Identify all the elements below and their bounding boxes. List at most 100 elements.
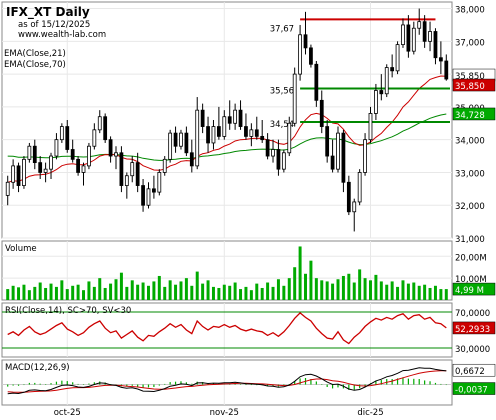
volume-bar <box>76 284 80 300</box>
volume-bar <box>98 278 102 300</box>
candle-body <box>287 122 292 154</box>
ema70-legend: EMA(Close,70) <box>4 60 66 70</box>
candle-body <box>309 47 313 65</box>
macd-histogram-bar <box>321 384 323 385</box>
candle-body <box>211 126 216 144</box>
volume-bar <box>119 272 123 300</box>
price-tick-label: 38,000 <box>455 6 485 16</box>
volume-bar <box>136 284 140 300</box>
candle-body <box>260 135 265 141</box>
candle-body <box>417 21 422 29</box>
candle-body <box>76 158 80 173</box>
macd-histogram-bar <box>72 382 74 385</box>
website-label: www.wealth-lab.com <box>18 30 106 40</box>
volume-bar <box>54 286 58 300</box>
price-tick-label: 33,000 <box>455 169 485 179</box>
macd-histogram-bar <box>93 382 95 385</box>
volume-bar <box>255 283 259 300</box>
macd-title: MACD(12,26,9) <box>5 363 70 373</box>
rsi-tick-label: 30,0000 <box>455 345 490 355</box>
candle-body <box>438 57 443 62</box>
candle-body <box>59 126 64 141</box>
macd-histogram-bar <box>440 383 442 385</box>
volume-bar <box>444 289 448 300</box>
candle-body <box>97 116 102 131</box>
macd-last-tag: 0,6672 <box>455 367 485 377</box>
volume-bar <box>71 285 75 300</box>
candle-body <box>428 31 432 42</box>
macd-histogram-bar <box>147 384 150 388</box>
volume-bar <box>379 281 383 300</box>
volume-bar <box>271 286 275 300</box>
macd-histogram-bar <box>185 382 187 385</box>
macd-histogram-bar <box>82 384 85 385</box>
volume-bar <box>406 283 410 300</box>
price-tick-label: 32,000 <box>455 202 485 212</box>
volume-tick-label: 20,00M <box>455 253 487 263</box>
volume-bar <box>293 267 297 300</box>
x-tick-label: nov-25 <box>210 408 239 418</box>
macd-histogram-bar <box>239 384 242 385</box>
candle-body <box>254 129 259 137</box>
volume-bar <box>244 286 248 300</box>
candle-body <box>303 34 308 49</box>
volume-bar <box>423 284 427 300</box>
volume-bar <box>412 282 416 300</box>
macd-histogram-bar <box>445 384 447 386</box>
macd-histogram-bar <box>12 384 14 386</box>
ema70-value-tag-bg <box>452 107 496 121</box>
candle-body <box>379 90 384 95</box>
candle-body <box>195 109 200 167</box>
macd-histogram-bar <box>88 383 90 385</box>
candle-body <box>22 158 26 186</box>
rsi-line <box>7 312 447 345</box>
volume-bar <box>33 286 37 300</box>
candle-body <box>292 73 297 124</box>
volume-bar <box>282 285 286 300</box>
volume-bar <box>298 246 302 300</box>
macd-histogram-bar <box>137 384 139 387</box>
volume-bar <box>309 260 313 300</box>
volume-bar <box>233 282 237 300</box>
macd-histogram-bar <box>402 377 404 385</box>
candle-body <box>141 185 145 206</box>
volume-bar <box>195 271 199 300</box>
macd-histogram-bar <box>50 383 52 385</box>
candle-body <box>81 165 86 173</box>
volume-bar <box>141 282 145 300</box>
volume-bar <box>211 286 215 300</box>
macd-hist-last-tag: -0,0037 <box>455 386 488 396</box>
macd-histogram-bar <box>353 384 355 390</box>
volume-bar <box>239 289 243 300</box>
volume-bar <box>396 286 400 300</box>
candle-body <box>319 99 324 127</box>
candle-body <box>390 67 395 72</box>
volume-bar <box>352 282 356 300</box>
candle-body <box>233 109 238 124</box>
candle-body <box>368 113 373 141</box>
volume-bar <box>260 287 264 300</box>
candle-body <box>271 149 275 157</box>
candle-body <box>200 109 205 127</box>
macd-hist-last-tag-bg <box>452 382 496 395</box>
candle-body <box>422 21 427 42</box>
candle-body <box>330 155 335 170</box>
volume-bar <box>49 283 53 300</box>
macd-histogram-bar <box>407 378 409 385</box>
rsi-title: RSI(Close,14), SC>70, SV<30 <box>5 306 131 316</box>
rsi-last-tag-bg <box>452 321 496 335</box>
candle-body <box>162 158 167 173</box>
candle-body <box>374 90 378 114</box>
candle-body <box>206 126 210 144</box>
ema21-value-tag: 35,850 <box>455 72 485 82</box>
macd-histogram-bar <box>256 384 258 386</box>
ema70-line <box>7 113 447 161</box>
volume-bar <box>157 275 161 300</box>
volume-tick-label: 10,00M <box>455 275 487 285</box>
candle-body <box>249 129 254 137</box>
macd-histogram-bar <box>434 382 437 385</box>
macd-histogram-bar <box>34 382 36 385</box>
volume-bar <box>217 287 221 300</box>
candle-body <box>184 132 189 154</box>
volume-bar <box>179 281 183 300</box>
